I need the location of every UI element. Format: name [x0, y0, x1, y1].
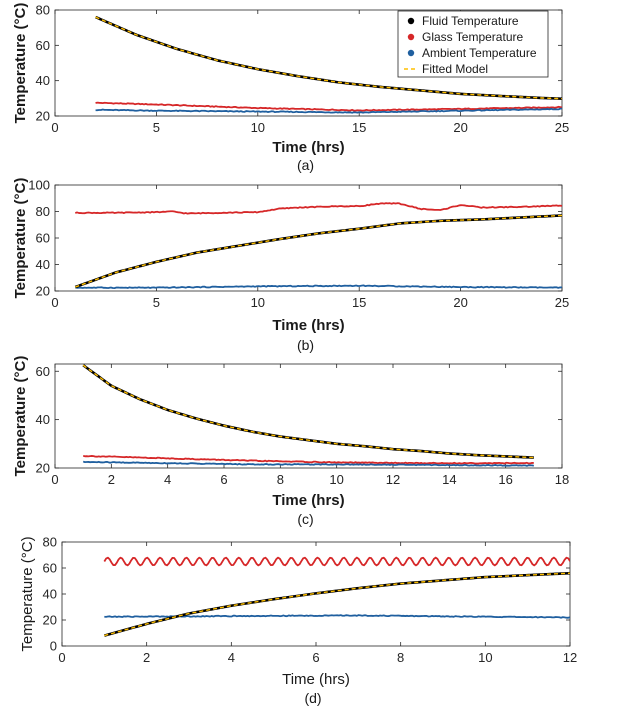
x-tick-label: 4 [164, 472, 171, 487]
x-tick-label: 14 [442, 472, 456, 487]
y-tick-label: 20 [36, 461, 50, 476]
panel-c: 0 2 4 6 8 10 12 14 16 18 20 40 60 Time (hrs) Temperatu… [12, 356, 569, 527]
legend-marker [407, 33, 415, 41]
x-tick-label: 25 [555, 295, 569, 310]
series-ambient-temperature [104, 614, 570, 619]
panel-caption: (c) [297, 511, 313, 527]
y-tick-label: 60 [36, 231, 50, 246]
panel-a: 0 5 10 15 20 25 20 40 60 80 Time (hrs) Temperature … [12, 3, 569, 174]
series-group [82, 364, 535, 467]
x-axis-label: Time (hrs) [272, 139, 344, 156]
y-tick-label: 60 [36, 38, 50, 53]
series-ambient-temperature [95, 107, 562, 114]
y-tick-label: 40 [36, 257, 50, 272]
x-tick-label: 8 [397, 650, 404, 665]
x-tick-label: 10 [251, 295, 265, 310]
series-fitted-model [75, 214, 562, 288]
legend-marker [407, 17, 415, 25]
series-fluid-temperature [95, 15, 562, 100]
x-tick-label: 10 [478, 650, 492, 665]
y-axis-label: Temperature (°C) [12, 356, 29, 477]
series-fitted-model [82, 364, 534, 459]
y-tick-label: 80 [36, 3, 50, 18]
x-tick-label: 0 [51, 295, 58, 310]
x-tick-label: 25 [555, 120, 569, 135]
x-tick-label: 2 [108, 472, 115, 487]
x-axis-label: Time (hrs) [282, 671, 350, 688]
x-tick-label: 5 [153, 120, 160, 135]
x-tick-label: 4 [228, 650, 235, 665]
y-axis-label: Temperature (°C) [19, 536, 36, 651]
y-tick-label: 60 [43, 561, 57, 576]
x-tick-label: 6 [312, 650, 319, 665]
panel-d: 0 2 4 6 8 10 12 0 20 40 60 80 Time (hrs) Temperature … [19, 535, 577, 707]
panel-caption: (b) [297, 337, 314, 353]
series-group [74, 202, 562, 290]
legend-entry: Glass Temperature [422, 30, 523, 44]
plot-area [54, 363, 563, 469]
y-tick-label: 40 [36, 412, 50, 427]
plot-area [54, 184, 563, 292]
x-tick-label: 0 [58, 650, 65, 665]
series-ambient-temperature [82, 460, 535, 467]
x-axis-label: Time (hrs) [272, 317, 344, 334]
x-tick-label: 12 [386, 472, 400, 487]
legend-box [397, 10, 549, 78]
x-tick-label: 12 [563, 650, 577, 665]
series-group [95, 15, 562, 114]
series-ambient-temperature [75, 284, 562, 290]
y-tick-label: 40 [43, 587, 57, 602]
x-tick-label: 5 [153, 295, 160, 310]
y-tick-label: 60 [36, 364, 50, 379]
x-tick-label: 6 [220, 472, 227, 487]
y-tick-label: 80 [36, 204, 50, 219]
y-tick-label: 40 [36, 73, 50, 88]
x-tick-label: 2 [143, 650, 150, 665]
series-glass-temperature [95, 101, 562, 112]
y-tick-label: 20 [36, 109, 50, 124]
panel-caption: (a) [297, 157, 314, 173]
y-tick-label: 0 [50, 639, 57, 654]
series-group [103, 556, 570, 637]
y-tick-label: 20 [36, 284, 50, 299]
y-tick-label: 80 [43, 535, 57, 550]
panel-caption: (d) [304, 690, 321, 706]
legend-entry: Ambient Temperature [422, 46, 537, 60]
x-tick-label: 0 [51, 472, 58, 487]
x-tick-label: 0 [51, 120, 58, 135]
series-glass-temperature [103, 556, 570, 567]
x-tick-label: 15 [352, 120, 366, 135]
y-tick-label: 20 [43, 613, 57, 628]
x-tick-label: 10 [329, 472, 343, 487]
x-tick-label: 20 [453, 120, 467, 135]
x-tick-label: 8 [277, 472, 284, 487]
y-axis-label: Temperature (°C) [12, 3, 29, 124]
x-tick-label: 20 [453, 295, 467, 310]
legend-marker [407, 49, 415, 57]
x-axis-label: Time (hrs) [272, 492, 344, 509]
x-tick-label: 16 [498, 472, 512, 487]
x-tick-label: 15 [352, 295, 366, 310]
legend-entry: Fitted Model [422, 62, 488, 76]
x-tick-label: 18 [555, 472, 569, 487]
series-glass-temperature [75, 202, 562, 215]
legend-entry: Fluid Temperature [422, 14, 519, 28]
series-glass-temperature [82, 454, 534, 465]
panel-b: 0 5 10 15 20 25 20 40 60 80 100 Time (hrs) Temperatu… [12, 178, 569, 354]
y-axis-label: Temperature (°C) [12, 178, 29, 299]
x-tick-label: 10 [251, 120, 265, 135]
legend: Fluid Temperature Glass Temperature Ambien… [397, 10, 549, 78]
y-tick-label: 100 [28, 178, 50, 193]
series-fitted-model [104, 572, 570, 637]
